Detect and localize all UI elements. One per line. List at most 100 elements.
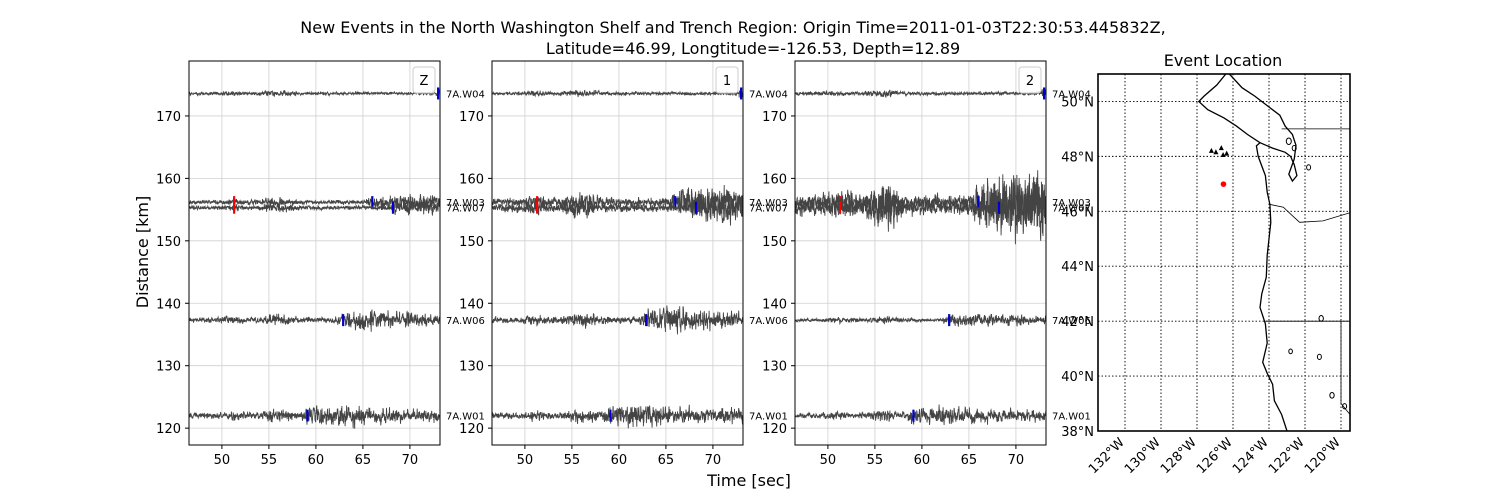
seismogram-trace-7A.W03 <box>492 184 743 219</box>
lake-outline <box>1288 348 1293 355</box>
map-frame <box>1097 73 1351 432</box>
figure-title-line1: New Events in the North Washington Shelf… <box>300 18 1165 37</box>
x-tick-label: 65 <box>658 453 675 468</box>
station-label-7A.W03: 7A.W03 <box>446 198 485 209</box>
lat-tick-label: 50°N <box>1061 95 1094 110</box>
y-tick-label: 170 <box>156 110 181 125</box>
axes-frame <box>491 60 744 446</box>
x-tick-label: 50 <box>517 453 534 468</box>
y-tick-label: 130 <box>459 360 484 375</box>
y-tick-label: 130 <box>762 360 787 375</box>
x-tick-label: 55 <box>867 453 884 468</box>
x-tick-label: 70 <box>1008 453 1025 468</box>
lat-tick-label: 40°N <box>1061 370 1094 385</box>
lon-tick-label: 124°W <box>1230 435 1272 477</box>
lat-tick-label: 48°N <box>1061 150 1094 165</box>
seismogram-trace-7A.W06 <box>189 309 440 332</box>
lake-outline <box>1306 164 1312 171</box>
legend-box <box>715 66 739 94</box>
axes-frame <box>188 60 441 446</box>
x-tick-label: 65 <box>355 453 372 468</box>
x-tick-label: 65 <box>961 453 978 468</box>
traces <box>795 87 1046 426</box>
station-label-7A.W03: 7A.W03 <box>749 198 788 209</box>
lake-outline <box>1285 137 1292 146</box>
seismogram-trace-7A.W07 <box>189 198 440 217</box>
x-tick-label: 60 <box>611 453 628 468</box>
y-axis-label: Distance [km] <box>133 196 152 308</box>
y-tick-label: 140 <box>156 297 181 312</box>
border-wa-or <box>1269 204 1350 223</box>
station-label-7A.W04: 7A.W04 <box>446 89 485 100</box>
lon-tick-label: 132°W <box>1086 435 1128 477</box>
station-marker <box>1213 149 1219 155</box>
station-label-7A.W07: 7A.W07 <box>1052 204 1091 215</box>
station-label-7A.W06: 7A.W06 <box>446 316 485 327</box>
station-label-7A.W04: 7A.W04 <box>1052 89 1091 100</box>
figure-title-line2: Latitude=46.99, Longtitude=-126.53, Dept… <box>546 39 960 58</box>
lake-outline <box>1329 391 1335 399</box>
y-tick-label: 170 <box>459 110 484 125</box>
lat-tick-label: 42°N <box>1061 315 1094 330</box>
x-tick-label: 60 <box>914 453 931 468</box>
x-tick-label: 60 <box>308 453 325 468</box>
lon-tick-label: 130°W <box>1122 435 1164 477</box>
seismogram-trace-7A.W06 <box>795 313 1046 327</box>
station-marker <box>1220 152 1226 158</box>
y-tick-label: 130 <box>156 360 181 375</box>
lake-outline <box>1318 315 1324 322</box>
station-marker <box>1224 150 1230 156</box>
lon-tick-label: 122°W <box>1266 435 1308 477</box>
x-tick-label: 70 <box>705 453 722 468</box>
y-tick-label: 120 <box>762 422 787 437</box>
y-tick-label: 140 <box>459 297 484 312</box>
y-tick-label: 160 <box>762 172 787 187</box>
lake-outline <box>1316 353 1322 360</box>
event-marker <box>1220 181 1227 187</box>
y-tick-label: 120 <box>156 422 181 437</box>
station-label-7A.W01: 7A.W01 <box>749 412 788 423</box>
seismogram-trace-7A.W04 <box>795 88 1046 98</box>
legend-label: 2 <box>1026 74 1034 89</box>
inland-coastline <box>1228 74 1298 183</box>
seismogram-trace-7A.W07 <box>795 170 1046 245</box>
y-tick-label: 140 <box>762 297 787 312</box>
axes-frame <box>794 60 1047 446</box>
traces <box>492 87 743 429</box>
legend-box <box>1018 66 1042 94</box>
legend-box <box>412 66 436 94</box>
seismogram-trace-7A.W04 <box>189 89 440 97</box>
station-label-7A.W04: 7A.W04 <box>749 89 788 100</box>
y-tick-label: 160 <box>459 172 484 187</box>
x-tick-label: 55 <box>564 453 581 468</box>
station-label-7A.W06: 7A.W06 <box>1052 316 1091 327</box>
seismogram-trace-7A.W07 <box>492 191 743 226</box>
y-tick-label: 150 <box>459 235 484 250</box>
seismogram-trace-7A.W04 <box>492 89 743 98</box>
lon-tick-label: 128°W <box>1158 435 1200 477</box>
y-tick-label: 160 <box>156 172 181 187</box>
legend-label: 1 <box>723 74 731 89</box>
x-axis-label: Time [sec] <box>706 471 791 490</box>
y-tick-label: 150 <box>762 235 787 250</box>
station-label-7A.W01: 7A.W01 <box>446 412 485 423</box>
y-tick-label: 170 <box>762 110 787 125</box>
lat-tick-label: 38°N <box>1061 425 1094 440</box>
seismogram-trace-7A.W01 <box>492 404 743 429</box>
station-label-7A.W06: 7A.W06 <box>749 316 788 327</box>
x-tick-label: 70 <box>402 453 419 468</box>
lon-tick-label: 120°W <box>1302 435 1344 477</box>
lon-tick-label: 126°W <box>1194 435 1236 477</box>
station-marker <box>1208 147 1214 153</box>
seismogram-trace-7A.W01 <box>189 405 440 429</box>
station-marker <box>1218 145 1224 151</box>
seismogram-trace-7A.W06 <box>492 305 743 335</box>
coastline <box>1197 74 1288 431</box>
border-ca-nv <box>1340 321 1350 415</box>
legend-label: Z <box>420 74 429 89</box>
y-tick-label: 150 <box>156 235 181 250</box>
seismogram-trace-7A.W01 <box>795 404 1046 426</box>
